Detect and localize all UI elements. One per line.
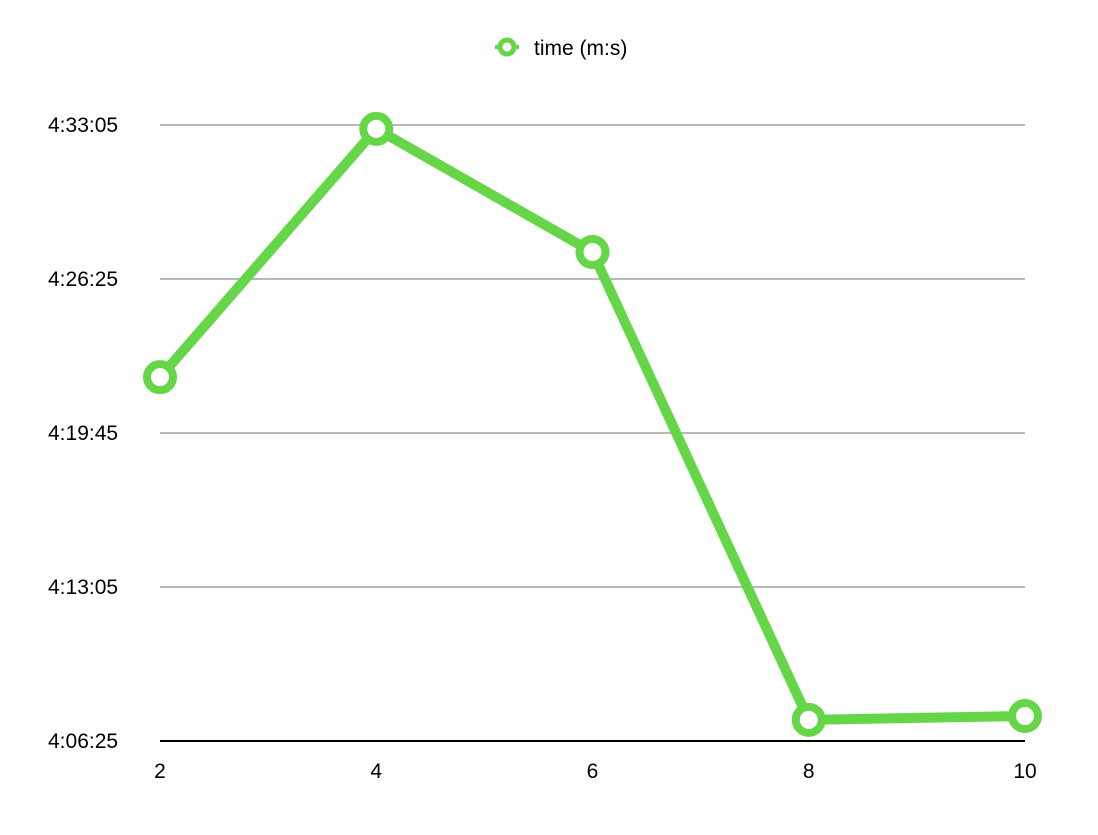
y-tick-label: 4:19:45 — [48, 422, 118, 445]
series-layer — [143, 111, 1042, 737]
data-point — [575, 235, 610, 270]
x-tick-label: 10 — [1013, 760, 1036, 783]
x-tick-label: 8 — [803, 760, 815, 783]
data-point — [791, 702, 826, 737]
data-point — [359, 111, 394, 146]
x-tick-label: 6 — [587, 760, 599, 783]
x-tick-label: 4 — [370, 760, 382, 783]
data-point — [143, 360, 177, 395]
data-point — [1008, 698, 1042, 733]
y-tick-label: 4:06:25 — [48, 730, 118, 753]
y-tick-label: 4:33:05 — [48, 114, 118, 137]
grid-layer — [160, 124, 1025, 588]
legend: time (m:s) — [495, 37, 627, 60]
y-tick-label: 4:26:25 — [48, 268, 118, 291]
y-tick-label: 4:13:05 — [48, 576, 118, 599]
legend-marker-icon — [497, 37, 517, 57]
x-tick-label: 2 — [154, 760, 166, 783]
axis-layer: 4:06:25 4:13:05 4:19:45 4:26:25 4:33:05 2 4 6 8 1… — [48, 114, 1037, 783]
series-line — [155, 123, 1030, 725]
legend-label: time (m:s) — [534, 37, 627, 60]
